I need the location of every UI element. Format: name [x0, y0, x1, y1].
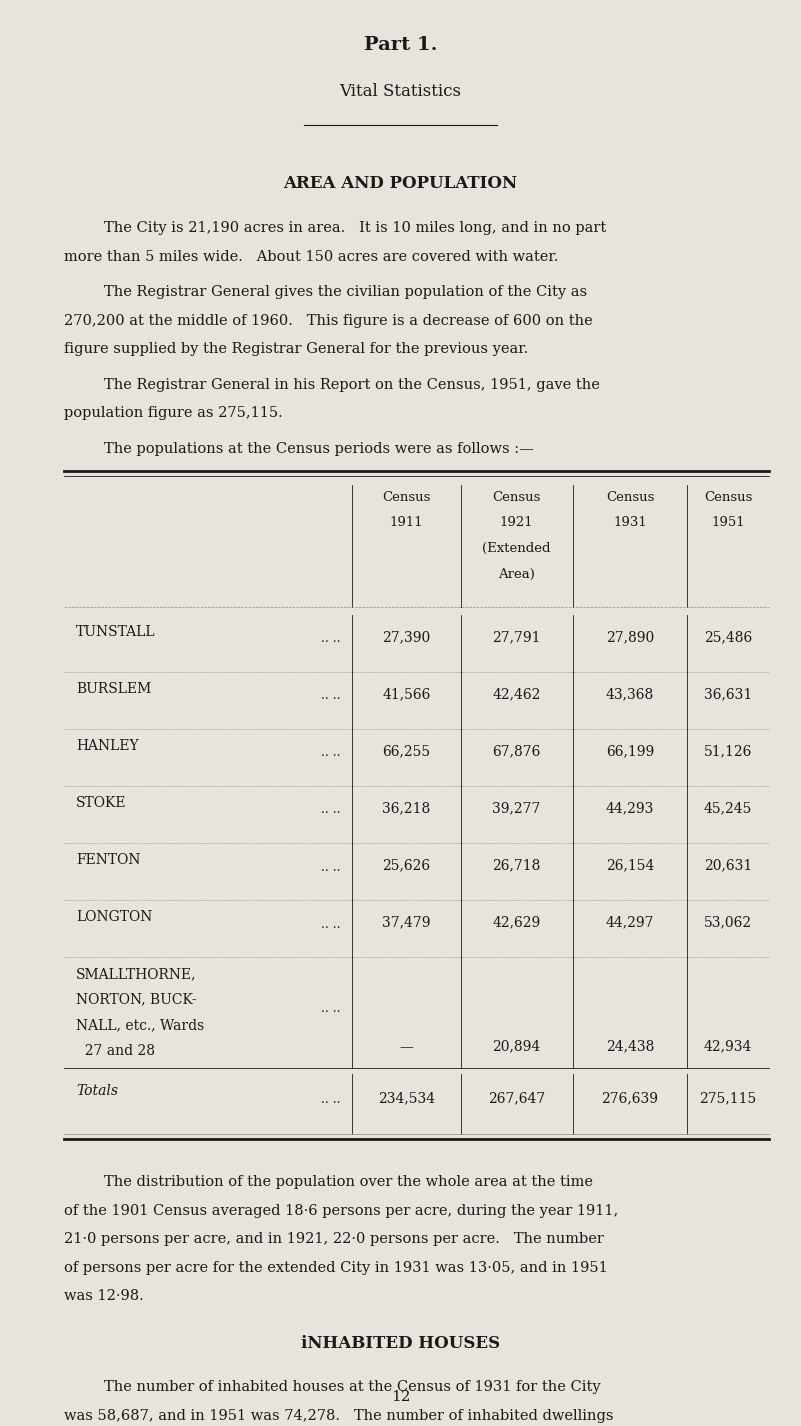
- Text: .. ..: .. ..: [321, 803, 340, 817]
- Text: population figure as 275,115.: population figure as 275,115.: [64, 406, 283, 421]
- Text: figure supplied by the Registrar General for the previous year.: figure supplied by the Registrar General…: [64, 342, 529, 356]
- Text: Census: Census: [382, 491, 431, 503]
- Text: Census: Census: [704, 491, 752, 503]
- Text: 36,218: 36,218: [382, 801, 431, 816]
- Text: 42,934: 42,934: [704, 1040, 752, 1054]
- Text: .. ..: .. ..: [321, 1092, 340, 1107]
- Text: 25,626: 25,626: [382, 858, 431, 873]
- Text: 27 and 28: 27 and 28: [76, 1044, 155, 1058]
- Text: 1931: 1931: [613, 516, 647, 529]
- Text: Totals: Totals: [76, 1084, 118, 1098]
- Text: 43,368: 43,368: [606, 687, 654, 702]
- Text: 44,297: 44,297: [606, 915, 654, 930]
- Text: iNHABITED HOUSES: iNHABITED HOUSES: [301, 1335, 500, 1352]
- Text: 24,438: 24,438: [606, 1040, 654, 1054]
- Text: 1951: 1951: [711, 516, 745, 529]
- Text: TUNSTALL: TUNSTALL: [76, 625, 155, 639]
- Text: BURSLEM: BURSLEM: [76, 682, 151, 696]
- Text: LONGTON: LONGTON: [76, 910, 152, 924]
- Text: The City is 21,190 acres in area.   It is 10 miles long, and in no part: The City is 21,190 acres in area. It is …: [104, 221, 606, 235]
- Text: Vital Statistics: Vital Statistics: [340, 83, 461, 100]
- Text: The Registrar General gives the civilian population of the City as: The Registrar General gives the civilian…: [104, 285, 587, 299]
- Text: was 12·98.: was 12·98.: [64, 1289, 144, 1303]
- Text: 20,894: 20,894: [493, 1040, 541, 1054]
- Text: .. ..: .. ..: [321, 689, 340, 703]
- Text: SMALLTHORNE,: SMALLTHORNE,: [76, 967, 196, 981]
- Text: of persons per acre for the extended City in 1931 was 13·05, and in 1951: of persons per acre for the extended Cit…: [64, 1261, 608, 1275]
- Text: The number of inhabited houses at the Census of 1931 for the City: The number of inhabited houses at the Ce…: [104, 1380, 601, 1395]
- Text: was 58,687, and in 1951 was 74,278.   The number of inhabited dwellings: was 58,687, and in 1951 was 74,278. The …: [64, 1409, 614, 1423]
- Text: 1911: 1911: [390, 516, 423, 529]
- Text: of the 1901 Census averaged 18·6 persons per acre, during the year 1911,: of the 1901 Census averaged 18·6 persons…: [64, 1204, 618, 1218]
- Text: 27,791: 27,791: [493, 630, 541, 645]
- Text: 12: 12: [391, 1390, 410, 1405]
- Text: (Extended: (Extended: [482, 542, 551, 555]
- Text: HANLEY: HANLEY: [76, 739, 139, 753]
- Text: .. ..: .. ..: [321, 917, 340, 931]
- Text: NORTON, BUCK-: NORTON, BUCK-: [76, 992, 197, 1007]
- Text: 234,534: 234,534: [378, 1091, 435, 1105]
- Text: —: —: [400, 1040, 413, 1054]
- Text: 26,718: 26,718: [493, 858, 541, 873]
- Text: 275,115: 275,115: [699, 1091, 757, 1105]
- Text: 44,293: 44,293: [606, 801, 654, 816]
- Text: more than 5 miles wide.   About 150 acres are covered with water.: more than 5 miles wide. About 150 acres …: [64, 250, 558, 264]
- Text: 25,486: 25,486: [704, 630, 752, 645]
- Text: 21·0 persons per acre, and in 1921, 22·0 persons per acre.   The number: 21·0 persons per acre, and in 1921, 22·0…: [64, 1232, 604, 1246]
- Text: 39,277: 39,277: [493, 801, 541, 816]
- Text: Census: Census: [606, 491, 654, 503]
- Text: 27,890: 27,890: [606, 630, 654, 645]
- Text: 66,199: 66,199: [606, 744, 654, 759]
- Text: .. ..: .. ..: [321, 1001, 340, 1015]
- Text: Area): Area): [498, 568, 535, 580]
- Text: .. ..: .. ..: [321, 746, 340, 760]
- Text: AREA AND POPULATION: AREA AND POPULATION: [284, 175, 517, 193]
- Text: 1921: 1921: [500, 516, 533, 529]
- Text: 270,200 at the middle of 1960.   This figure is a decrease of 600 on the: 270,200 at the middle of 1960. This figu…: [64, 314, 593, 328]
- Text: 37,479: 37,479: [382, 915, 431, 930]
- Text: 45,245: 45,245: [704, 801, 752, 816]
- Text: NALL, etc., Wards: NALL, etc., Wards: [76, 1018, 204, 1032]
- Text: STOKE: STOKE: [76, 796, 127, 810]
- Text: 26,154: 26,154: [606, 858, 654, 873]
- Text: The Registrar General in his Report on the Census, 1951, gave the: The Registrar General in his Report on t…: [104, 378, 600, 392]
- Text: FENTON: FENTON: [76, 853, 141, 867]
- Text: 36,631: 36,631: [704, 687, 752, 702]
- Text: 53,062: 53,062: [704, 915, 752, 930]
- Text: 67,876: 67,876: [493, 744, 541, 759]
- Text: 42,462: 42,462: [493, 687, 541, 702]
- Text: Part 1.: Part 1.: [364, 36, 437, 54]
- Text: .. ..: .. ..: [321, 632, 340, 646]
- Text: 51,126: 51,126: [704, 744, 752, 759]
- Text: 20,631: 20,631: [704, 858, 752, 873]
- Text: 66,255: 66,255: [382, 744, 431, 759]
- Text: The distribution of the population over the whole area at the time: The distribution of the population over …: [104, 1175, 593, 1189]
- Text: .. ..: .. ..: [321, 860, 340, 874]
- Text: 41,566: 41,566: [382, 687, 431, 702]
- Text: The populations at the Census periods were as follows :—: The populations at the Census periods we…: [104, 442, 534, 456]
- Text: 267,647: 267,647: [488, 1091, 545, 1105]
- Text: 276,639: 276,639: [602, 1091, 658, 1105]
- Text: 42,629: 42,629: [493, 915, 541, 930]
- Text: 27,390: 27,390: [382, 630, 431, 645]
- Text: Census: Census: [493, 491, 541, 503]
